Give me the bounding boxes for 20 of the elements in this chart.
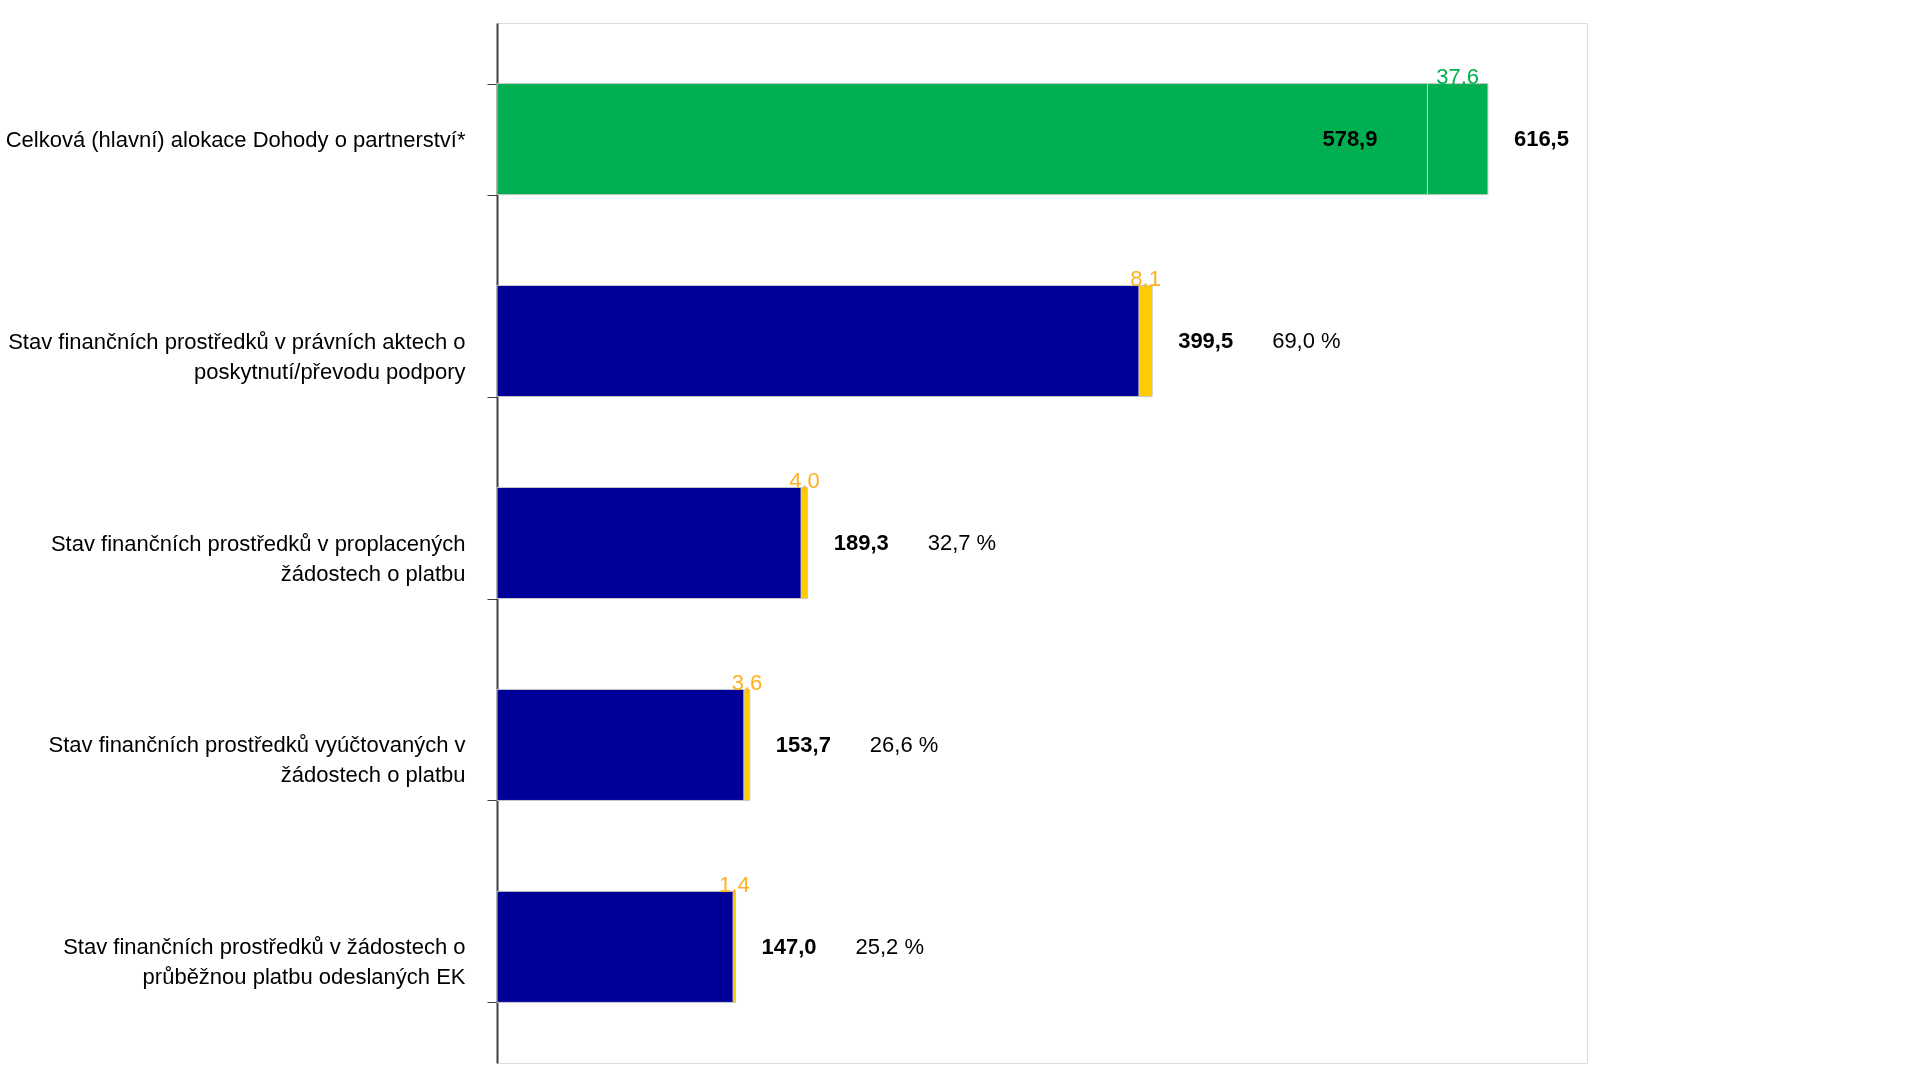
y-tick-label: Stav finančních prostředků vyúčtovaných v žádostech o platbu	[48, 732, 466, 788]
annotation: 25,2 %	[855, 933, 925, 959]
data-label: 3,6	[731, 669, 763, 695]
data-label: 153,7	[775, 731, 831, 757]
data-label: 1,4	[719, 871, 750, 897]
annotation: 26,6 %	[869, 731, 939, 757]
data-label: 189,3	[833, 530, 889, 555]
annotation: 32,7 %	[927, 530, 997, 555]
y-tick-label: Stav finančních prostředků v proplacených žádostech o platbu	[50, 530, 466, 586]
y-tick-label: Stav finančních prostředků v žádostech o průběžnou platbu odeslaných EK	[63, 934, 466, 990]
annotation: 69,0 %	[1272, 328, 1341, 354]
y-tick-label: Celková (hlavní) alokace Dohody o partnerství*	[5, 126, 466, 152]
data-label: 578,9	[1322, 126, 1378, 152]
y-tick-label: Stav finančních prostředků v právních aktech o poskytnutí/převodu podpory	[8, 328, 466, 384]
total-label: 616,5	[1513, 126, 1569, 152]
data-label: 399,5	[1178, 328, 1234, 354]
data-label: 4,0	[789, 468, 820, 493]
data-label: 147,0	[761, 933, 817, 959]
data-label: 37,6	[1436, 64, 1480, 90]
data-label: 8,1	[1130, 266, 1161, 292]
